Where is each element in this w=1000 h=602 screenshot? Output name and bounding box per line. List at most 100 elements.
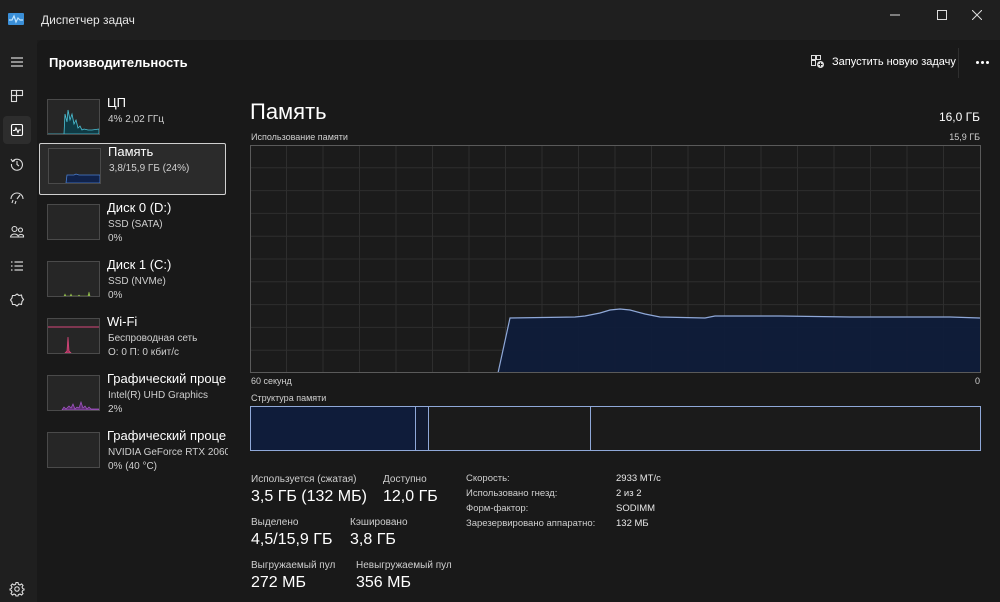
performance-icon	[10, 123, 24, 137]
detail-title: Память	[250, 99, 327, 124]
page-title: Производительность	[49, 55, 188, 70]
perf-item-title: Графический проце	[107, 371, 227, 386]
run-new-task-button[interactable]: Запустить новую задачу	[810, 54, 956, 69]
maximize-icon	[937, 10, 947, 20]
memory-structure-bar	[250, 406, 981, 451]
main-content: Производительность Запустить новую задач…	[37, 40, 1000, 602]
total-memory: 16,0 ГБ	[938, 110, 980, 124]
perf-item-subtitle: 4% 2,02 ГГц	[108, 114, 165, 125]
chart-label: Использование памяти	[251, 132, 348, 142]
perf-item-disk-0[interactable]: Диск 0 (D:) SSD (SATA) 0%	[39, 200, 226, 252]
perf-item-value: 0% (40 °C)	[108, 461, 158, 472]
history-icon	[10, 158, 23, 171]
perf-item-title: Диск 1 (C:)	[107, 257, 172, 272]
run-task-icon	[811, 55, 824, 68]
disk0-mini-graph	[47, 204, 100, 240]
stat-value: 272 МБ	[251, 574, 306, 591]
perf-item-subtitle: 3,8/15,9 ГБ (24%)	[109, 163, 190, 174]
stat-label: Используется (сжатая)	[251, 474, 357, 485]
title-bar: Диспетчер задач	[0, 0, 1000, 40]
services-icon	[9, 293, 25, 307]
nav-app-history[interactable]	[3, 150, 31, 178]
spec-value: 2 из 2	[616, 488, 642, 499]
stat-value: 3,8 ГБ	[350, 531, 396, 548]
page-header: Производительность Запустить новую задач…	[37, 40, 1000, 85]
memory-usage-chart	[250, 145, 981, 373]
more-dot-icon	[975, 60, 979, 64]
cpu-mini-graph	[47, 99, 100, 135]
navigation-rail	[0, 40, 37, 602]
stat-value: 12,0 ГБ	[383, 488, 438, 505]
perf-item-title: Wi-Fi	[107, 314, 138, 329]
perf-item-value: О: 0 П: 0 кбит/с	[108, 347, 180, 358]
perf-item-subtitle: SSD (SATA)	[108, 219, 163, 230]
close-button[interactable]	[954, 0, 1000, 30]
perf-item-wifi[interactable]: Wi-Fi Беспроводная сеть О: 0 П: 0 кбит/с	[39, 314, 226, 366]
nav-services[interactable]	[3, 286, 31, 314]
stat-nonpaged-pool: Невыгружаемый пул 356 МБ	[356, 560, 452, 592]
perf-item-subtitle: NVIDIA GeForce RTX 2060	[108, 447, 228, 458]
task-manager-icon	[8, 11, 24, 25]
nav-settings[interactable]	[3, 575, 31, 602]
perf-item-gpu-0[interactable]: Графический проце Intel(R) UHD Graphics …	[39, 371, 226, 423]
memory-mini-graph	[48, 148, 101, 184]
spec-key: Зарезервировано аппаратно:	[466, 518, 596, 529]
nav-menu-button[interactable]	[3, 48, 31, 76]
stat-value: 4,5/15,9 ГБ	[251, 531, 333, 548]
more-dot-icon	[985, 60, 989, 64]
processes-icon	[10, 89, 24, 103]
spec-value: SODIMM	[616, 503, 656, 514]
spec-value: 132 МБ	[616, 518, 649, 529]
perf-item-subtitle: SSD (NVMe)	[108, 276, 166, 287]
perf-item-title: Диск 0 (D:)	[107, 200, 172, 215]
stat-label: Кэшировано	[350, 517, 408, 528]
gpu1-mini-graph	[47, 432, 100, 468]
chart-axis-start: 60 секунд	[251, 376, 292, 386]
nav-users[interactable]	[3, 218, 31, 246]
hamburger-icon	[11, 57, 23, 67]
stat-label: Невыгружаемый пул	[356, 560, 452, 571]
perf-item-disk-1[interactable]: Диск 1 (C:) SSD (NVMe) 0%	[39, 257, 226, 309]
spec-value: 2933 МТ/с	[616, 473, 661, 484]
spec-key: Использовано гнезд:	[466, 488, 558, 499]
run-task-label: Запустить новую задачу	[832, 55, 956, 68]
details-icon	[11, 261, 23, 271]
nav-performance[interactable]	[3, 116, 31, 144]
spec-key: Скорость:	[466, 473, 510, 484]
stat-paged-pool: Выгружаемый пул 272 МБ	[251, 560, 335, 592]
close-icon	[972, 10, 982, 20]
stat-cached: Кэшировано 3,8 ГБ	[350, 517, 408, 549]
stat-value: 3,5 ГБ (132 МБ)	[251, 488, 367, 505]
stat-committed: Выделено 4,5/15,9 ГБ	[251, 517, 332, 549]
stat-label: Доступно	[383, 474, 427, 485]
nav-details[interactable]	[3, 252, 31, 280]
header-divider	[958, 48, 959, 78]
minimize-button[interactable]	[872, 0, 918, 30]
perf-item-gpu-1[interactable]: Графический проце NVIDIA GeForce RTX 206…	[39, 428, 228, 480]
chart-axis-end: 0	[974, 376, 980, 386]
stat-label: Выделено	[251, 517, 299, 528]
more-options-button[interactable]	[970, 52, 994, 72]
nav-processes[interactable]	[3, 82, 31, 110]
nav-startup-apps[interactable]	[3, 184, 31, 212]
stat-available: Доступно 12,0 ГБ	[383, 474, 438, 506]
perf-item-value: 2%	[108, 404, 123, 415]
spec-key: Форм-фактор:	[466, 503, 529, 514]
maximize-button[interactable]	[919, 0, 965, 30]
perf-item-value: 0%	[108, 233, 123, 244]
more-dot-icon	[980, 60, 984, 64]
perf-item-title: Память	[108, 144, 154, 159]
perf-item-memory[interactable]: Память 3,8/15,9 ГБ (24%)	[39, 143, 226, 195]
perf-item-subtitle: Intel(R) UHD Graphics	[108, 390, 209, 401]
structure-label: Структура памяти	[251, 393, 327, 403]
stat-label: Выгружаемый пул	[251, 560, 336, 571]
chart-max-value: 15,9 ГБ	[949, 132, 980, 142]
users-icon	[9, 225, 25, 238]
gpu0-mini-graph	[47, 375, 100, 411]
minimize-icon	[890, 14, 900, 16]
stat-value: 356 МБ	[356, 574, 411, 591]
perf-item-cpu[interactable]: ЦП 4% 2,02 ГГц	[39, 95, 226, 147]
perf-item-subtitle: Беспроводная сеть	[108, 333, 198, 344]
settings-icon	[9, 581, 25, 597]
perf-item-title: ЦП	[107, 95, 126, 110]
